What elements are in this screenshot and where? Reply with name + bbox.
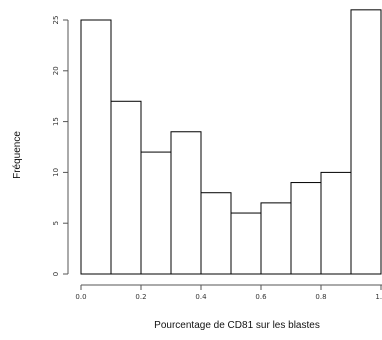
histogram-bar-10 — [350, 9, 382, 275]
y-tick-label-10: 10 — [52, 168, 60, 177]
x-tick-label-1.0: 1.0 — [375, 293, 382, 301]
y-tick-label-0: 0 — [52, 272, 60, 276]
histogram-bar-4 — [170, 131, 202, 275]
y-tick-label-25: 25 — [52, 16, 60, 25]
histogram-bar-6 — [230, 212, 262, 275]
histogram-bar-7 — [260, 202, 292, 275]
x-tick-label-0.0: 0.0 — [75, 293, 86, 301]
histogram-bar-9 — [320, 171, 352, 275]
x-tick-label-0.8: 0.8 — [315, 293, 326, 301]
histogram-bar-1 — [80, 19, 112, 275]
x-tick-label-0.2: 0.2 — [135, 293, 146, 301]
x-tick-label-0.6: 0.6 — [255, 293, 267, 301]
histogram-bar-8 — [290, 182, 322, 275]
bars-group — [80, 9, 382, 275]
histogram-bar-2 — [110, 100, 142, 275]
x-tick-label-0.4: 0.4 — [195, 293, 207, 301]
histogram-bar-3 — [140, 151, 172, 275]
histogram-bar-5 — [200, 192, 232, 275]
x-axis-label: Pourcentage de CD81 sur les blastes — [154, 320, 320, 331]
y-tick-label-15: 15 — [52, 117, 60, 126]
y-axis-label: Fréquence — [12, 131, 23, 179]
y-tick-label-20: 20 — [52, 66, 60, 75]
axes-group: 0 5 10 15 20 25 0.0 0.2 0.4 0.6 0.8 1.0 — [52, 16, 382, 301]
y-tick-label-5: 5 — [52, 221, 60, 225]
